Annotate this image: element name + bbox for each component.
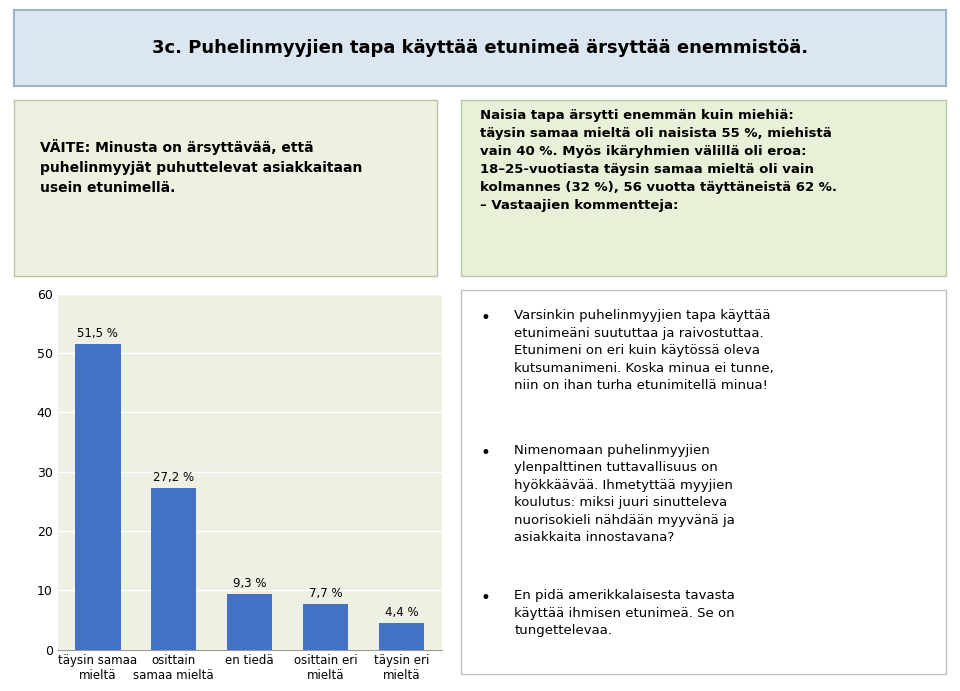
Bar (378, 623, 424, 650)
Bar (75, 344, 121, 650)
Bar (227, 594, 273, 650)
Bar (151, 489, 197, 650)
Text: 3c. Puhelinmyyjien tapa käyttää etunimeä ärsyttää enemmistöä.: 3c. Puhelinmyyjien tapa käyttää etunimeä… (152, 39, 808, 57)
Bar (302, 604, 348, 650)
Text: •: • (480, 589, 490, 607)
Text: Nimenomaan puhelinmyyjien
ylenpalttinen tuttavallisuus on
hyökkäävää. Ihmetyttää: Nimenomaan puhelinmyyjien ylenpalttinen … (515, 444, 735, 544)
Text: 4,4 %: 4,4 % (385, 606, 419, 619)
FancyBboxPatch shape (461, 290, 946, 674)
Text: VÄITE: Minusta on ärsyttävää, että
puhelinmyyjät puhuttelevat asiakkaitaan
usein: VÄITE: Minusta on ärsyttävää, että puhel… (39, 139, 362, 195)
Text: Varsinkin puhelinmyyjien tapa käyttää
etunimeäni suututtaa ja raivostuttaa.
Etun: Varsinkin puhelinmyyjien tapa käyttää et… (515, 310, 774, 392)
Text: •: • (480, 310, 490, 328)
FancyBboxPatch shape (14, 10, 946, 86)
Text: En pidä amerikkalaisesta tavasta
käyttää ihmisen etunimeä. Se on
tungettelevaa.: En pidä amerikkalaisesta tavasta käyttää… (515, 589, 735, 637)
Text: 51,5 %: 51,5 % (78, 327, 118, 340)
Text: 27,2 %: 27,2 % (154, 471, 194, 484)
Text: 9,3 %: 9,3 % (233, 577, 266, 590)
FancyBboxPatch shape (461, 100, 946, 276)
Text: 7,7 %: 7,7 % (309, 587, 343, 600)
Text: •: • (480, 444, 490, 462)
FancyBboxPatch shape (14, 100, 437, 276)
Text: Naisia tapa ärsytti enemmän kuin miehiä:
täysin samaa mieltä oli naisista 55 %, : Naisia tapa ärsytti enemmän kuin miehiä:… (480, 109, 837, 212)
